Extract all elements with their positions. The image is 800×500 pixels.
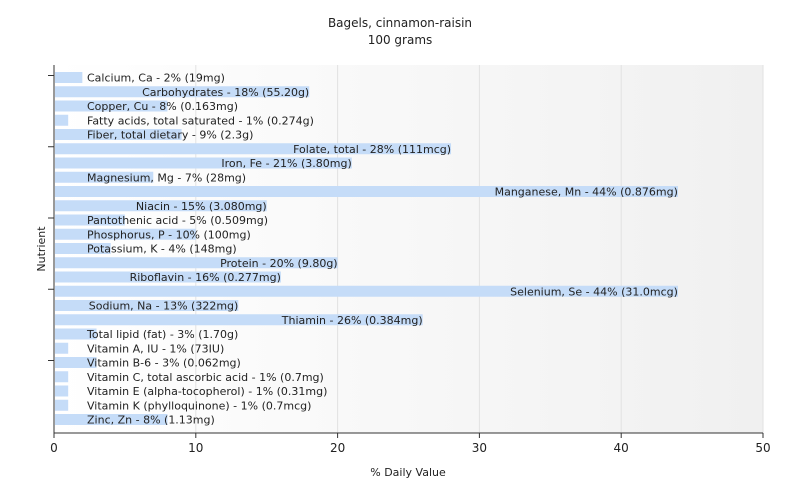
bar bbox=[55, 342, 69, 354]
bar bbox=[55, 257, 338, 269]
chart-subtitle: 100 grams bbox=[367, 33, 433, 47]
bar-label: Vitamin K (phylloquinone) - 1% (0.7mcg) bbox=[87, 399, 311, 412]
bar bbox=[55, 143, 452, 155]
x-tick-label: 50 bbox=[755, 441, 770, 455]
x-tick-label: 0 bbox=[50, 441, 58, 455]
x-axis-title: % Daily Value bbox=[370, 466, 446, 479]
bar-label: Zinc, Zn - 8% (1.13mg) bbox=[87, 414, 215, 427]
grid-lines bbox=[195, 65, 764, 433]
bar-label: Total lipid (fat) - 3% (1.70g) bbox=[86, 328, 238, 341]
bar-label: Vitamin C, total ascorbic acid - 1% (0.7… bbox=[87, 371, 324, 384]
bar bbox=[55, 385, 69, 397]
x-tick-label: 20 bbox=[330, 441, 345, 455]
bar bbox=[55, 271, 281, 283]
bar bbox=[55, 243, 111, 254]
x-tick-label: 30 bbox=[472, 441, 487, 455]
bar bbox=[55, 414, 168, 425]
bar-label: Folate, total - 28% (111mcg) bbox=[293, 143, 451, 156]
bar-label: Sodium, Na - 13% (322mg) bbox=[89, 300, 239, 313]
bar-label: Selenium, Se - 44% (31.0mcg) bbox=[510, 285, 678, 298]
bar bbox=[55, 157, 352, 169]
bar-label: Thiamin - 26% (0.384mg) bbox=[281, 314, 423, 327]
bar bbox=[55, 300, 239, 311]
bar-label: Fatty acids, total saturated - 1% (0.274… bbox=[87, 114, 314, 127]
bar-label: Protein - 20% (9.80g) bbox=[220, 257, 338, 270]
bar bbox=[55, 328, 97, 340]
bar-label: Potassium, K - 4% (148mg) bbox=[87, 243, 237, 256]
bar-label: Phosphorus, P - 10% (100mg) bbox=[87, 228, 251, 241]
bar bbox=[55, 171, 154, 183]
y-ticks-group bbox=[48, 75, 54, 361]
bars-group bbox=[55, 72, 678, 425]
bar bbox=[55, 214, 125, 226]
plot-area bbox=[54, 65, 763, 433]
bar bbox=[55, 314, 423, 326]
bar bbox=[55, 100, 168, 112]
bar-label: Vitamin B-6 - 3% (0.062mg) bbox=[87, 357, 241, 370]
bar-label: Iron, Fe - 21% (3.80mg) bbox=[221, 157, 351, 170]
bar bbox=[55, 186, 678, 197]
bar-label: Riboflavin - 16% (0.277mg) bbox=[130, 271, 281, 284]
bar-label: Calcium, Ca - 2% (19mg) bbox=[87, 72, 225, 85]
bar-label: Vitamin A, IU - 1% (73IU) bbox=[87, 342, 224, 355]
bar bbox=[55, 114, 69, 126]
bar bbox=[55, 399, 69, 411]
x-tick-label: 40 bbox=[614, 441, 629, 455]
bar bbox=[55, 371, 69, 383]
bar-label: Vitamin E (alpha-tocopherol) - 1% (0.31m… bbox=[87, 385, 327, 398]
bar bbox=[55, 86, 310, 98]
bar-label: Pantothenic acid - 5% (0.509mg) bbox=[87, 214, 268, 227]
bar-label: Magnesium, Mg - 7% (28mg) bbox=[87, 171, 246, 184]
bar-label: Manganese, Mn - 44% (0.876mg) bbox=[495, 186, 678, 199]
bar-label: Copper, Cu - 8% (0.163mg) bbox=[87, 100, 238, 113]
bar bbox=[55, 200, 267, 212]
bar bbox=[55, 72, 83, 83]
bar bbox=[55, 357, 97, 368]
chart-title: Bagels, cinnamon-raisin bbox=[327, 16, 473, 30]
bar-labels-group: Calcium, Ca - 2% (19mg)Carbohydrates - 1… bbox=[86, 72, 678, 427]
y-axis-title: Nutrient bbox=[35, 226, 48, 272]
bar bbox=[55, 285, 678, 297]
bar bbox=[55, 228, 196, 240]
x-ticks-group: 0 10 20 30 40 50 bbox=[50, 433, 771, 455]
bar-label: Fiber, total dietary - 9% (2.3g) bbox=[87, 129, 253, 142]
bar bbox=[55, 129, 182, 140]
bar-label: Niacin - 15% (3.080mg) bbox=[136, 200, 267, 213]
bar-label: Carbohydrates - 18% (55.20g) bbox=[142, 86, 309, 99]
x-tick-label: 10 bbox=[188, 441, 203, 455]
